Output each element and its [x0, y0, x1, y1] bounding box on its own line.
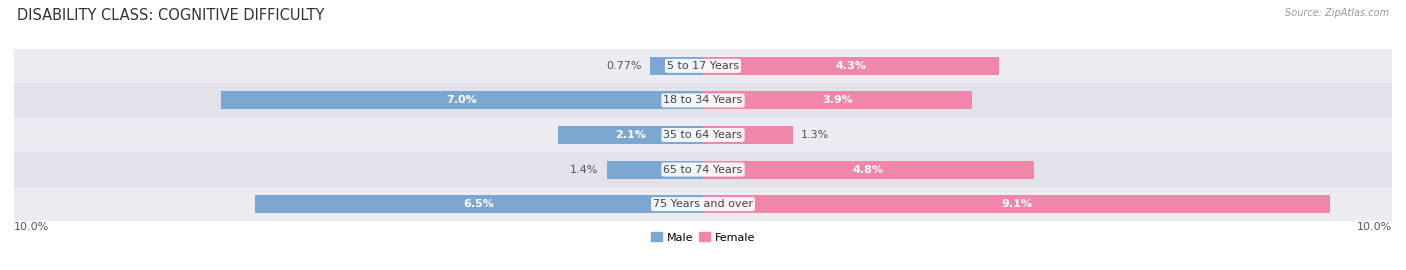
Bar: [703, 92, 972, 109]
Bar: [14, 118, 1392, 152]
Bar: [256, 195, 703, 213]
Text: 10.0%: 10.0%: [1357, 222, 1392, 232]
Text: Source: ZipAtlas.com: Source: ZipAtlas.com: [1285, 8, 1389, 18]
Text: 1.3%: 1.3%: [801, 130, 830, 140]
Bar: [14, 49, 1392, 83]
Text: 18 to 34 Years: 18 to 34 Years: [664, 95, 742, 106]
Bar: [14, 187, 1392, 221]
Legend: Male, Female: Male, Female: [647, 228, 759, 247]
Bar: [558, 126, 703, 144]
Bar: [703, 126, 793, 144]
Bar: [703, 195, 1330, 213]
Text: 35 to 64 Years: 35 to 64 Years: [664, 130, 742, 140]
Bar: [221, 92, 703, 109]
Text: 75 Years and over: 75 Years and over: [652, 199, 754, 209]
Text: 1.4%: 1.4%: [569, 164, 599, 175]
Bar: [14, 83, 1392, 118]
Text: 9.1%: 9.1%: [1001, 199, 1032, 209]
Text: DISABILITY CLASS: COGNITIVE DIFFICULTY: DISABILITY CLASS: COGNITIVE DIFFICULTY: [17, 8, 325, 23]
Bar: [650, 57, 703, 75]
Bar: [703, 57, 1000, 75]
Text: 7.0%: 7.0%: [447, 95, 477, 106]
Text: 3.9%: 3.9%: [823, 95, 853, 106]
Text: 6.5%: 6.5%: [464, 199, 495, 209]
Text: 65 to 74 Years: 65 to 74 Years: [664, 164, 742, 175]
Text: 2.1%: 2.1%: [616, 130, 647, 140]
Text: 5 to 17 Years: 5 to 17 Years: [666, 61, 740, 71]
Text: 4.3%: 4.3%: [835, 61, 866, 71]
Bar: [14, 152, 1392, 187]
Bar: [703, 161, 1033, 178]
Text: 0.77%: 0.77%: [606, 61, 641, 71]
Text: 4.8%: 4.8%: [853, 164, 884, 175]
Bar: [606, 161, 703, 178]
Text: 10.0%: 10.0%: [14, 222, 49, 232]
